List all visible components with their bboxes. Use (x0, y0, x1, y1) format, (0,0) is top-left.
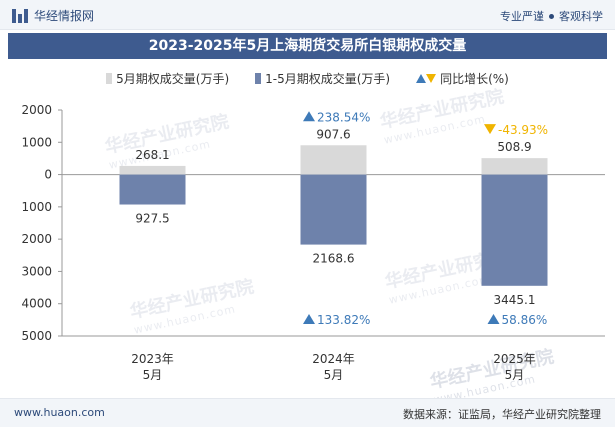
brand: 华经情报网 (12, 7, 94, 24)
data-label-ytd: 2168.6 (313, 252, 355, 266)
triangle-up-icon (303, 314, 315, 324)
chart-legend: 5月期权成交量(万手) 1-5月期权成交量(万手) 同比增长(%) (0, 70, 615, 87)
y-tick-label: 1000 (21, 200, 52, 214)
brand-name: 华经情报网 (34, 9, 95, 23)
x-tick-label: 2024年 (312, 352, 355, 366)
legend-item-growth: 同比增长(%) (416, 70, 509, 87)
legend-item-ytd: 1-5月期权成交量(万手) (255, 70, 390, 87)
triangle-down-icon (426, 74, 437, 83)
data-label-monthly: 508.9 (497, 140, 531, 154)
data-label-monthly: 907.6 (316, 127, 350, 141)
x-tick-label: 5月 (324, 368, 344, 382)
bar-ytd (481, 174, 548, 286)
growth-label-ytd: 133.82% (317, 313, 370, 327)
bar-monthly (481, 158, 548, 175)
growth-label-monthly: 238.54% (317, 110, 370, 124)
bullet-dot-icon (549, 13, 554, 19)
chart-area: 2000 1000 0 1000 2000 3000 4000 5000 268.1 927.5 2… (21, 103, 605, 382)
x-tick-label: 5月 (505, 368, 525, 382)
footer-source: 数据来源：证监局，华经产业研究院整理 (403, 408, 601, 421)
bar-monthly (119, 165, 186, 175)
triangle-down-icon (484, 124, 496, 135)
slogan: 专业严谨 客观科学 (500, 8, 603, 24)
legend-label-monthly: 5月期权成交量(万手) (116, 72, 230, 86)
legend-item-monthly: 5月期权成交量(万手) (106, 70, 229, 87)
footer-website: www.huaon.com (14, 406, 105, 419)
y-tick-label: 1000 (21, 135, 52, 149)
triangle-up-icon (487, 314, 500, 324)
footer: www.huaon.com 数据来源：证监局，华经产业研究院整理 (0, 398, 615, 427)
bar-monthly (300, 145, 367, 175)
legend-swatch-monthly (106, 73, 113, 84)
x-tick-label: 2025年 (493, 352, 536, 366)
x-tick-label: 5月 (143, 368, 163, 382)
brand-logo-icon (12, 8, 28, 23)
top-bar: 华经情报网 专业严谨 客观科学 (0, 0, 615, 30)
slogan-part-1: 专业严谨 (500, 10, 544, 23)
y-tick-label: 0 (44, 168, 52, 182)
legend-label-ytd: 1-5月期权成交量(万手) (265, 72, 391, 86)
x-tick-label: 2023年 (131, 352, 174, 366)
y-tick-label: 5000 (21, 329, 52, 343)
slogan-part-2: 客观科学 (559, 10, 603, 23)
y-tick-label: 3000 (21, 264, 52, 278)
bar-ytd (300, 174, 367, 245)
legend-swatch-ytd (255, 73, 262, 84)
bar-ytd (119, 174, 186, 205)
y-tick-label: 2000 (21, 232, 52, 246)
y-tick-label: 2000 (21, 103, 52, 117)
triangle-up-icon (303, 111, 315, 122)
data-label-ytd: 3445.1 (494, 293, 536, 307)
growth-label-monthly: -43.93% (498, 123, 548, 137)
triangle-up-icon (416, 74, 427, 83)
data-label-monthly: 268.1 (135, 148, 169, 162)
data-label-ytd: 927.5 (135, 212, 169, 226)
y-tick-label: 4000 (21, 297, 52, 311)
legend-label-growth: 同比增长(%) (440, 72, 509, 86)
chart-title: 2023-2025年5月上海期货交易所白银期权成交量 (8, 33, 607, 59)
growth-label-ytd: 58.86% (502, 313, 548, 327)
